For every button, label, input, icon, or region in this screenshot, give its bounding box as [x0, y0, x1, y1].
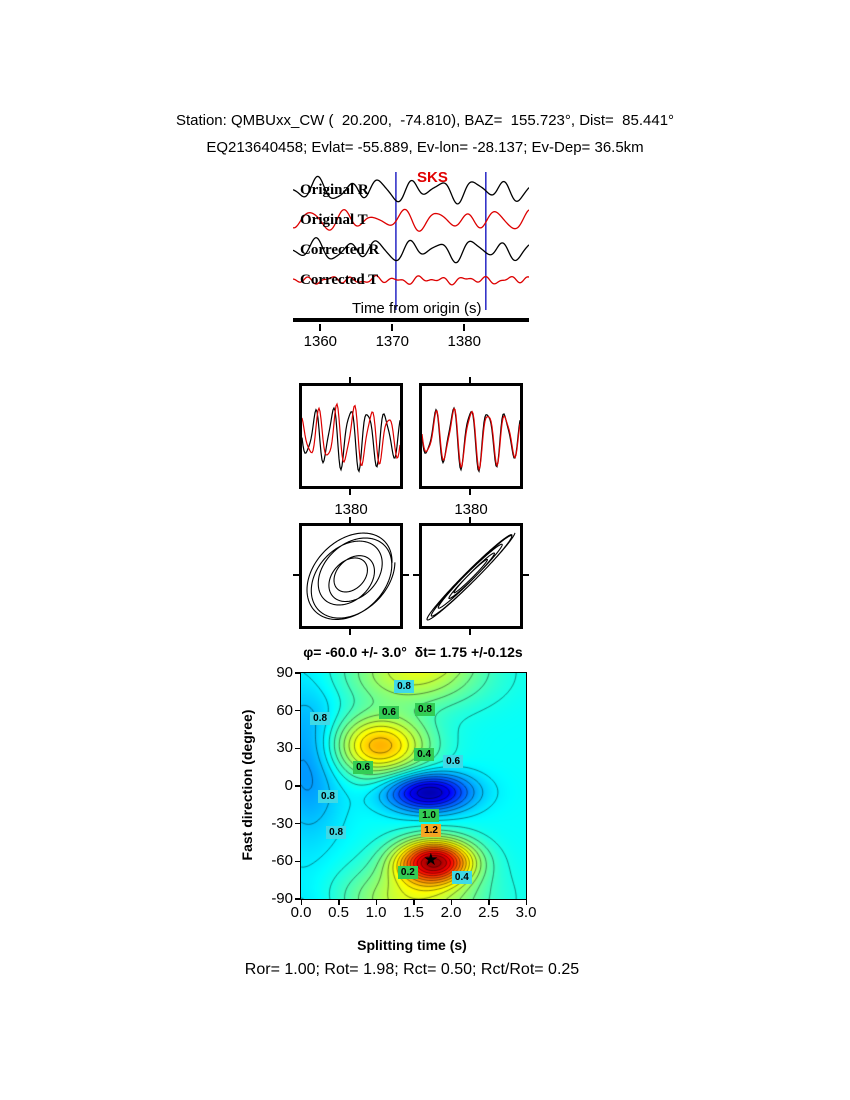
x-axis-tick-label: 1.5 — [403, 904, 424, 921]
tick-mark — [469, 517, 471, 523]
particle-motion-panel-corrected — [413, 517, 529, 635]
particle-motion-svg-corrected — [426, 532, 516, 621]
y-axis-tick — [295, 822, 300, 825]
station-header: Station: QMBUxx_CW ( 20.200, -74.810), B… — [175, 112, 675, 129]
contour-level-label: 0.4 — [414, 748, 435, 762]
tick-mark — [349, 377, 351, 383]
x-axis-tick — [488, 900, 490, 905]
windowed-trace-0 — [301, 406, 401, 474]
time-axis-label: Time from origin (s) — [352, 300, 482, 317]
y-axis-tick-label: 30 — [276, 739, 293, 757]
particle-motion-path — [306, 532, 396, 620]
tick-mark — [523, 574, 529, 576]
contour-level-label: 0.6 — [353, 760, 374, 774]
time-axis-tick — [463, 324, 466, 331]
x-axis-tick-label: 0.0 — [290, 904, 312, 921]
x-axis-tick — [375, 900, 377, 905]
x-axis-tick-label: 0.5 — [328, 904, 349, 921]
tick-mark — [413, 574, 419, 576]
best-solution-star: ★ — [423, 850, 439, 870]
windowed-trace-1 — [421, 407, 521, 472]
y-axis-tick-label: 90 — [276, 664, 293, 681]
x-axis-tick — [450, 900, 452, 905]
x-axis-tick-label: 1.0 — [365, 904, 387, 921]
windowed-pair-panel-corrected — [419, 377, 523, 495]
y-axis-tick — [295, 709, 300, 712]
tick-mark — [403, 574, 409, 576]
pair-tick-label-corrected: 1380 — [454, 501, 488, 518]
y-axis-tick — [295, 898, 300, 900]
energy-ratio-results: Ror= 1.00; Rot= 1.98; Rct= 0.50; Rct/Rot… — [244, 961, 580, 978]
time-axis-line — [293, 318, 529, 322]
windowed-pair-svg-original — [301, 402, 401, 474]
y-axis-tick-label: 60 — [276, 701, 293, 719]
waveform-trace-3 — [293, 274, 529, 286]
x-axis-tick-label: 2.5 — [478, 904, 499, 921]
misfit-contour-plot: 0.0 0.5 1.0 1.5 2.0 2.5 3.0 90 60 30 0 -30 -60 -90 0.8… — [271, 664, 536, 921]
x-axis-tick — [300, 900, 302, 905]
tick-mark — [349, 517, 351, 523]
time-axis-tick — [319, 324, 322, 331]
contour-level-label: 0.4 — [451, 870, 472, 884]
contour-level-label: 1.2 — [421, 823, 442, 837]
contour-level-label: 0.6 — [378, 706, 399, 719]
tick-mark — [349, 489, 351, 495]
tick-mark — [469, 489, 471, 495]
tick-mark — [349, 629, 351, 635]
particle-motion-panel-original — [293, 517, 409, 635]
time-axis-tick — [391, 324, 394, 331]
misfit-contour-canvas — [301, 673, 526, 899]
x-axis-tick — [338, 900, 340, 905]
contour-level-label: 0.6 — [443, 755, 464, 769]
y-axis-tick — [295, 747, 300, 750]
trace-label-corrected-r: Corrected R — [300, 242, 380, 258]
x-axis-tick-label: 3.0 — [515, 904, 537, 921]
time-axis-tick-label: 1360 — [303, 333, 338, 350]
tick-mark — [469, 377, 471, 383]
contour-level-label: 0.8 — [310, 712, 331, 726]
y-axis-tick — [295, 672, 300, 674]
y-axis-tick-label: 0 — [284, 777, 293, 794]
time-axis-tick-label: 1380 — [447, 333, 481, 350]
waveform-trace-0 — [293, 175, 529, 205]
waveform-trace-2 — [293, 237, 529, 264]
y-axis-tick — [295, 860, 300, 863]
waveform-trace-1 — [293, 208, 529, 232]
windowed-pair-panel-original — [299, 377, 403, 495]
y-axis-label: Fast direction (degree) — [239, 709, 255, 861]
x-axis-tick-label: 2.0 — [440, 904, 462, 921]
x-axis-label: Splitting time (s) — [357, 937, 467, 953]
particle-motion-svg-original — [306, 532, 396, 620]
tick-mark — [469, 629, 471, 635]
contour-level-label: 0.8 — [394, 680, 415, 693]
trace-label-original-r: Original R — [300, 182, 369, 198]
event-header: EQ213640458; Evlat= -55.889, Ev-lon= -28… — [206, 139, 644, 156]
contour-level-label: 0.2 — [397, 866, 418, 879]
y-axis-tick-label: -60 — [271, 852, 293, 870]
splitting-result-title: φ= -60.0 +/- 3.0° δt= 1.75 +/-0.12s — [303, 644, 523, 660]
y-axis-tick — [295, 785, 300, 787]
tick-mark — [293, 574, 299, 576]
windowed-pair-svg-corrected — [421, 406, 521, 474]
trace-label-original-t: Original T — [300, 212, 368, 228]
x-axis-tick — [525, 900, 527, 905]
time-axis-tick-label: 1370 — [375, 333, 409, 350]
pair-tick-label-original: 1380 — [334, 501, 368, 518]
contour-level-label: 0.8 — [414, 703, 435, 717]
contour-level-label: 1.0 — [419, 809, 440, 823]
windowed-trace-1 — [301, 402, 401, 467]
y-axis-tick-label: -30 — [271, 814, 293, 832]
x-axis-tick — [413, 900, 415, 905]
waveform-traces-svg — [293, 172, 529, 310]
phase-label-sks: SKS — [417, 169, 448, 186]
particle-motion-path — [426, 532, 516, 621]
contour-level-label: 0.8 — [326, 826, 347, 839]
trace-label-corrected-t: Corrected T — [300, 272, 379, 288]
contour-level-label: 0.8 — [318, 790, 338, 804]
y-axis-tick-label: -90 — [271, 890, 293, 907]
